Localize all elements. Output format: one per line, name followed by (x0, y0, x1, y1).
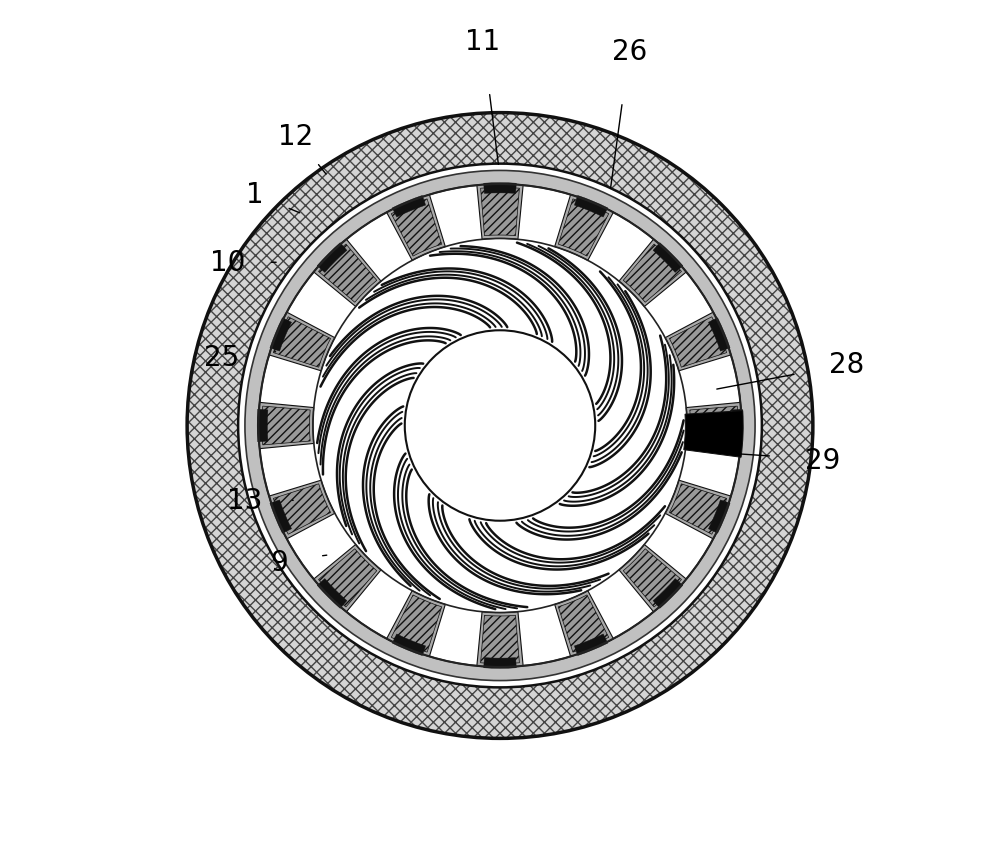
Wedge shape (708, 500, 730, 533)
Wedge shape (259, 403, 314, 449)
Wedge shape (669, 318, 727, 368)
Wedge shape (319, 245, 377, 303)
Text: 9: 9 (270, 548, 288, 576)
Wedge shape (319, 549, 377, 607)
Wedge shape (481, 188, 519, 236)
Wedge shape (484, 183, 516, 194)
Wedge shape (708, 319, 730, 352)
Wedge shape (574, 196, 608, 218)
Wedge shape (555, 591, 613, 657)
Circle shape (405, 331, 595, 521)
Wedge shape (555, 195, 613, 261)
Wedge shape (391, 596, 442, 653)
Text: 10: 10 (210, 249, 246, 277)
Wedge shape (391, 199, 442, 256)
Wedge shape (477, 185, 523, 240)
Text: 13: 13 (227, 486, 263, 515)
Wedge shape (684, 412, 743, 458)
Wedge shape (317, 579, 347, 608)
Wedge shape (481, 616, 519, 664)
Wedge shape (387, 195, 445, 261)
Wedge shape (619, 240, 686, 308)
Wedge shape (690, 406, 738, 446)
Text: 26: 26 (612, 38, 647, 66)
Wedge shape (257, 410, 268, 442)
Text: 12: 12 (278, 124, 314, 152)
Wedge shape (653, 579, 683, 608)
Wedge shape (558, 596, 609, 653)
Wedge shape (314, 240, 381, 308)
Wedge shape (623, 549, 681, 607)
Wedge shape (623, 245, 681, 303)
Wedge shape (732, 410, 743, 442)
Wedge shape (314, 544, 381, 612)
Wedge shape (686, 403, 741, 449)
Wedge shape (574, 634, 608, 656)
Wedge shape (270, 319, 292, 352)
Text: 25: 25 (204, 344, 239, 372)
Text: 11: 11 (465, 28, 501, 56)
Wedge shape (477, 612, 523, 667)
Wedge shape (392, 634, 426, 656)
Wedge shape (669, 484, 727, 534)
Wedge shape (387, 591, 445, 657)
Wedge shape (270, 500, 292, 533)
Wedge shape (269, 313, 335, 371)
Wedge shape (558, 199, 609, 256)
Wedge shape (317, 244, 347, 273)
Wedge shape (392, 196, 426, 218)
Text: 29: 29 (805, 446, 841, 474)
Wedge shape (653, 244, 683, 273)
Wedge shape (273, 318, 331, 368)
Wedge shape (484, 658, 516, 669)
Wedge shape (619, 544, 686, 612)
Wedge shape (262, 406, 310, 446)
Wedge shape (273, 484, 331, 534)
Text: 28: 28 (829, 351, 865, 379)
Wedge shape (665, 313, 731, 371)
Text: 1: 1 (246, 181, 264, 209)
Wedge shape (665, 481, 731, 539)
Wedge shape (269, 481, 335, 539)
